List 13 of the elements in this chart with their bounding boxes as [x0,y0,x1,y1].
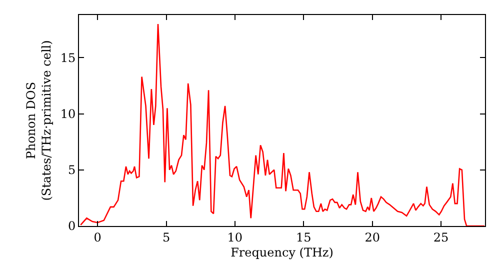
y-tick-label: 0 [68,219,76,234]
x-tick-label: 5 [162,230,170,244]
y-tick-label: 10 [60,106,76,121]
x-tick-label: 10 [227,230,243,244]
line-series [80,23,485,226]
x-tick-label: 15 [296,230,312,244]
x-tick-label: 20 [364,230,380,244]
y-tick-label: 5 [68,163,76,178]
x-axis-title: Frequency (THz) [230,245,334,260]
x-tick-label: 25 [433,230,449,244]
y-axis-title: Phonon DOS (States/THz·primitive cell) [24,40,54,201]
y-tick-label: 15 [60,50,76,65]
x-tick-label: 0 [94,230,102,244]
